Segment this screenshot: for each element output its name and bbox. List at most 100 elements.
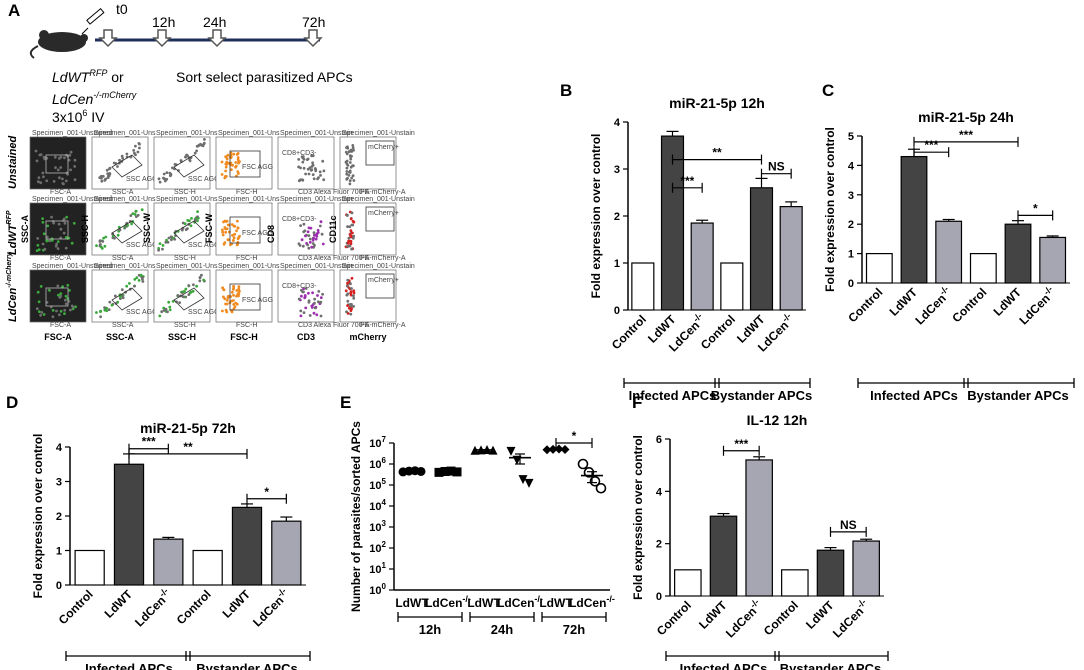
sig-label-0: *** xyxy=(142,435,156,449)
facs-event-dot xyxy=(224,169,228,173)
bar-0 xyxy=(674,569,702,597)
facs-gate-singlet xyxy=(111,287,143,311)
facs-gate-live xyxy=(45,220,69,240)
sig-label-0: *** xyxy=(734,437,748,451)
facs-gate-label: SSC AGG xyxy=(188,176,220,183)
y-axis-label: Fold expression over control xyxy=(31,434,45,599)
y-tick-label: 107 xyxy=(369,435,386,450)
facs-plot-title: Specimen_001-Uns xyxy=(94,130,156,137)
category-label-3: Control xyxy=(174,587,214,627)
timeline-72h: 72h xyxy=(302,14,325,30)
facs-event-dot xyxy=(307,300,311,304)
panel-e: E 100 101 102 103 104 105 106 107 Number of para… xyxy=(340,393,615,637)
facs-event-dot xyxy=(64,236,68,239)
facs-event-dot xyxy=(99,315,102,319)
facs-event-dot xyxy=(169,235,173,239)
facs-event-dot xyxy=(308,314,312,317)
sig-label-0: *** xyxy=(924,138,938,152)
facs-event-dot xyxy=(235,289,239,292)
y-tick-label: 101 xyxy=(369,561,386,576)
data-point-5-2 xyxy=(589,476,601,487)
facs-event-dot xyxy=(58,296,62,299)
bar-2 xyxy=(153,538,184,586)
facs-plot-title: Specimen_001-Uns xyxy=(218,130,280,137)
y-tick-label: 4 xyxy=(56,442,63,454)
facs-event-dot xyxy=(348,182,352,186)
facs-event-dot xyxy=(349,235,353,239)
y-tick-label: 6 xyxy=(656,434,662,446)
facs-event-dot xyxy=(345,159,349,163)
facs-event-dot xyxy=(58,313,61,317)
facs-event-dot xyxy=(168,171,172,175)
facs-event-dot xyxy=(196,215,199,219)
facs-gate-label: mCherry+ xyxy=(368,210,399,217)
facs-event-dot xyxy=(179,159,183,162)
facs-inner-xlabel: SSC-A xyxy=(112,322,134,329)
facs-event-dot xyxy=(319,300,323,304)
facs-event-dot xyxy=(71,305,75,309)
facs-event-dot xyxy=(349,305,353,308)
facs-event-dot xyxy=(350,176,354,180)
facs-event-dot xyxy=(56,247,60,251)
facs-event-dot xyxy=(190,217,193,220)
facs-event-dot xyxy=(36,180,40,184)
facs-inner-xlabel: FSC-A xyxy=(50,189,71,196)
facs-inner-xlabel: FSC-H xyxy=(236,322,257,329)
facs-event-dot xyxy=(54,166,57,170)
facs-event-dot xyxy=(36,243,40,247)
facs-event-dot xyxy=(68,289,71,292)
facs-event-dot xyxy=(352,220,356,224)
category-label-3: Control xyxy=(698,312,738,352)
facs-gate-mcherry xyxy=(365,273,395,299)
facs-event-dot xyxy=(173,237,177,241)
facs-event-dot xyxy=(73,178,77,182)
y-tick-label: 105 xyxy=(369,477,386,492)
facs-event-dot xyxy=(36,290,40,294)
facs-event-dot xyxy=(51,220,55,223)
facs-event-dot xyxy=(110,303,114,307)
facs-event-dot xyxy=(64,302,68,306)
facs-gate-label: SSC AGG xyxy=(126,309,158,316)
facs-plot-title: Specimen_001-Uns xyxy=(156,130,218,137)
facs-event-dot xyxy=(222,288,226,291)
facs-event-dot xyxy=(48,289,51,292)
data-point-3-0 xyxy=(506,446,516,456)
facs-event-dot xyxy=(315,313,319,317)
facs-event-dot xyxy=(345,213,349,217)
facs-event-dot xyxy=(221,233,225,237)
facs-gate-label: SSC AGG xyxy=(188,309,220,316)
facs-event-dot xyxy=(350,307,353,311)
facs-event-dot xyxy=(185,153,189,157)
facs-event-dot xyxy=(69,150,73,154)
sig-label-0: * xyxy=(572,429,577,443)
facs-event-dot xyxy=(131,212,135,216)
facs-event-dot xyxy=(157,248,161,252)
facs-event-dot xyxy=(346,299,350,303)
facs-event-dot xyxy=(188,159,192,163)
facs-event-dot xyxy=(311,154,315,158)
facs-event-dot xyxy=(50,215,53,219)
facs-gate-label: SSC AGG xyxy=(126,242,158,249)
facs-event-dot xyxy=(322,169,326,173)
facs-gate-label: SSC AGG xyxy=(188,242,220,249)
facs-event-dot xyxy=(299,309,303,313)
bar-5 xyxy=(852,540,880,597)
facs-event-dot xyxy=(351,231,354,235)
facs-event-dot xyxy=(306,230,310,234)
facs-event-dot xyxy=(312,231,316,235)
facs-event-dot xyxy=(346,225,349,229)
facs-event-dot xyxy=(317,176,320,180)
facs-event-dot xyxy=(347,239,350,243)
y-tick-label: 0 xyxy=(848,278,854,290)
facs-event-dot xyxy=(345,293,349,297)
facs-event-dot xyxy=(314,168,318,171)
facs-event-dot xyxy=(189,224,193,228)
facs-event-dot xyxy=(349,282,352,286)
facs-grid: Specimen_001-UnstainedFSC-ASpecimen_001-… xyxy=(6,130,415,342)
facs-event-dot xyxy=(320,232,324,236)
facs-event-dot xyxy=(39,153,43,157)
facs-event-dot xyxy=(74,305,77,309)
facs-inner-xlabel: FSC-A xyxy=(50,322,71,329)
facs-event-dot xyxy=(203,138,206,141)
facs-event-dot xyxy=(166,240,170,244)
